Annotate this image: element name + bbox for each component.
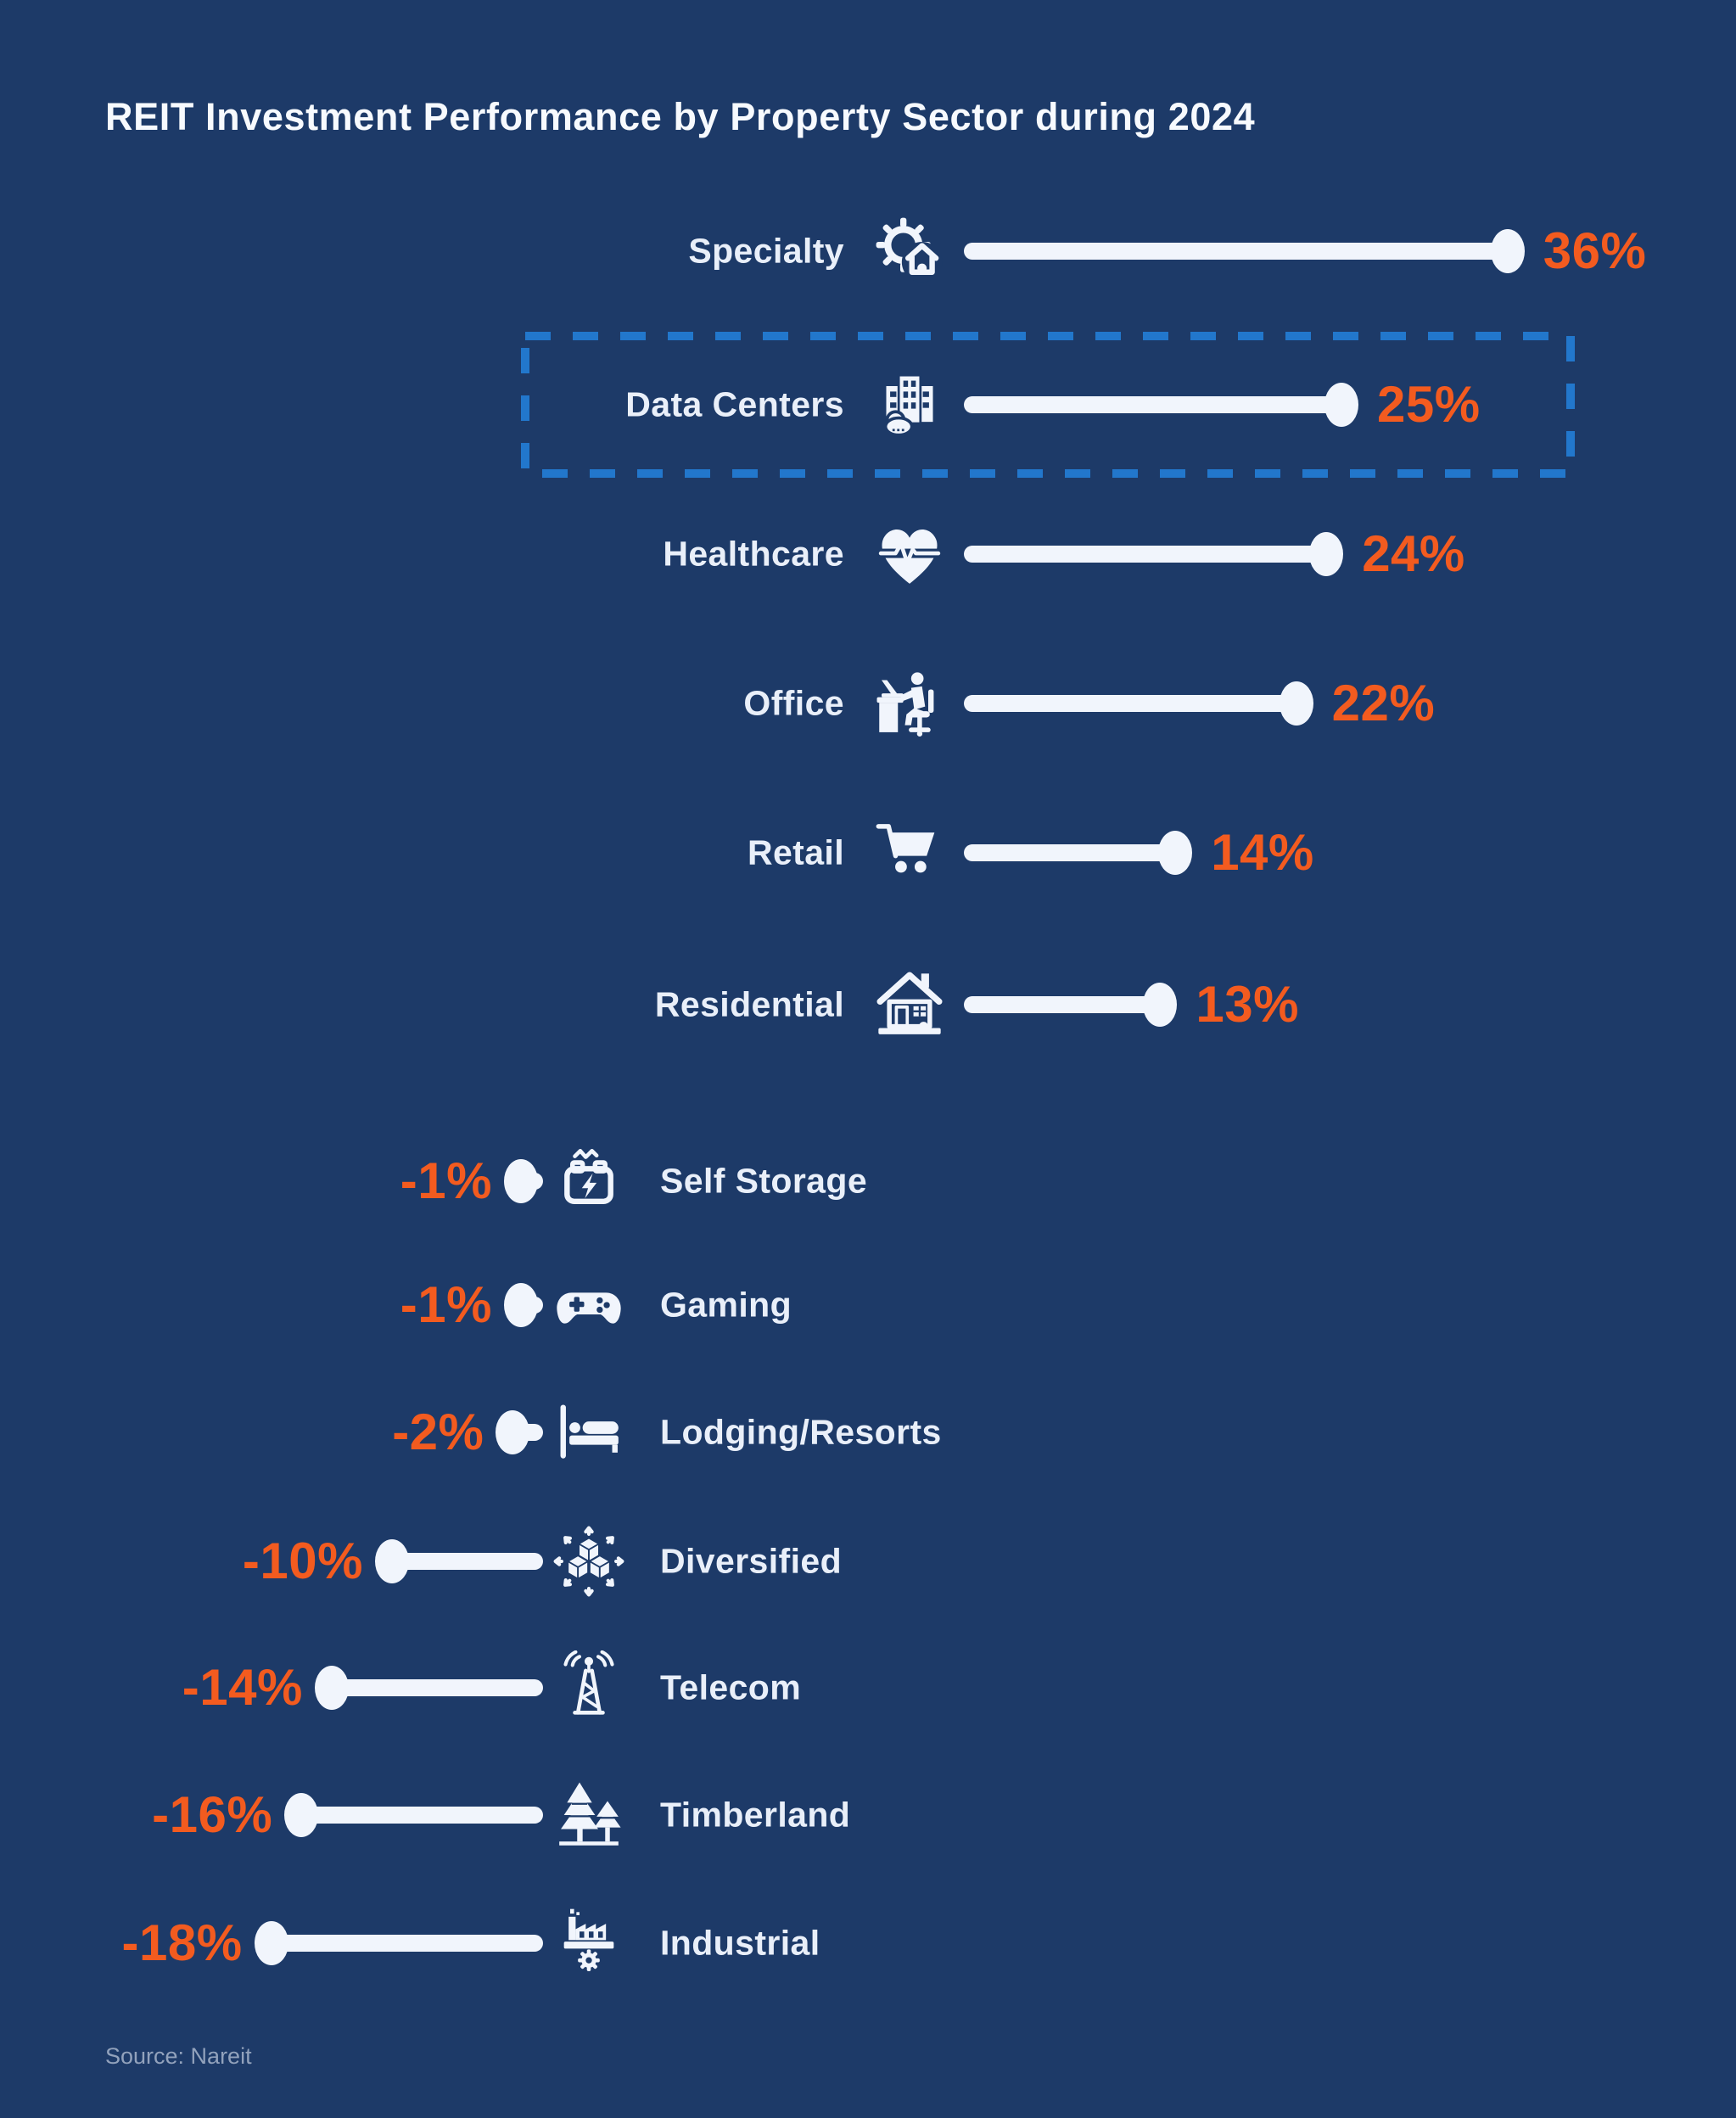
sector-value: 22% (1331, 675, 1436, 731)
lollipop-line (964, 844, 1176, 861)
gamepad-icon (552, 1268, 626, 1342)
lollipop-line (301, 1807, 543, 1824)
sector-value: -16% (152, 1786, 273, 1843)
sector-label: Specialty (688, 231, 844, 271)
lollipop-line (964, 546, 1327, 563)
lollipop-dot (1490, 229, 1525, 273)
lollipop-line (271, 1935, 543, 1952)
lollipop-dot (1324, 383, 1358, 427)
lollipop-dot (1309, 532, 1344, 576)
lollipop-dot (284, 1793, 319, 1837)
lollipop-dot (314, 1666, 349, 1710)
sector-label: Diversified (660, 1541, 843, 1581)
lollipop-dot (496, 1410, 530, 1454)
sector-row-retail: Retail 14% (0, 802, 1736, 904)
sector-row-residential: Residential 13% (0, 954, 1736, 1056)
sector-label: Gaming (660, 1285, 792, 1325)
battery-storage-icon (552, 1144, 626, 1219)
sector-row-office: Office 22% (0, 653, 1736, 754)
sector-row-healthcare: Healthcare 24% (0, 503, 1736, 605)
sector-value: 13% (1196, 976, 1299, 1033)
pine-trees-icon (552, 1778, 626, 1852)
desk-worker-icon (872, 666, 947, 741)
lollipop-dot (504, 1283, 538, 1327)
gear-home-icon (872, 214, 947, 289)
sector-value: 25% (1377, 376, 1481, 433)
lollipop-line (964, 243, 1508, 260)
sector-value: 36% (1543, 222, 1647, 279)
sector-row-data-centers: Data Centers (0, 354, 1736, 456)
sector-label: Retail (747, 832, 844, 872)
sector-row-industrial: -18% (0, 1892, 1736, 1994)
sector-row-specialty: Specialty (0, 200, 1736, 302)
sector-label: Self Storage (660, 1161, 868, 1201)
data-centers-highlight-box (521, 332, 1575, 478)
lollipop-dot (1158, 831, 1193, 875)
factory-icon (552, 1906, 626, 1981)
lollipop-line (331, 1679, 543, 1696)
sector-value: 24% (1362, 525, 1465, 582)
server-cloud-icon (872, 367, 947, 442)
sector-row-gaming: -1% Gaming (0, 1254, 1736, 1356)
lollipop-dot (375, 1539, 409, 1583)
sector-label: Office (743, 683, 844, 723)
sector-row-timberland: -16% Timberland (0, 1764, 1736, 1866)
sector-value: -10% (242, 1532, 363, 1589)
radio-tower-icon (552, 1650, 626, 1725)
sector-label: Data Centers (625, 384, 844, 424)
sector-value: -14% (182, 1659, 303, 1716)
cubes-arrows-icon (552, 1524, 626, 1599)
sector-label: Industrial (660, 1923, 820, 1963)
lollipop-dot (504, 1159, 538, 1203)
sector-label: Timberland (660, 1795, 851, 1835)
lollipop-line (964, 996, 1161, 1013)
sector-row-telecom: -14% Telecom (0, 1637, 1736, 1739)
sector-label: Telecom (660, 1667, 802, 1707)
sector-value: -1% (400, 1152, 492, 1209)
sector-label: Lodging/Resorts (660, 1412, 942, 1452)
source-note: Source: Nareit (105, 2043, 252, 2069)
sector-row-lodging-resorts: -2% Lodging/Resorts (0, 1381, 1736, 1483)
lollipop-line (964, 695, 1296, 712)
lollipop-dot (1143, 983, 1178, 1027)
sector-value: -18% (121, 1914, 243, 1971)
sector-label: Healthcare (663, 534, 844, 574)
sector-value: -2% (392, 1404, 484, 1460)
bed-icon (552, 1395, 626, 1470)
lollipop-dot (1279, 681, 1313, 726)
sector-row-self-storage: -1% Self Storage (0, 1130, 1736, 1232)
shopping-cart-icon (872, 815, 947, 890)
sector-label: Residential (654, 984, 844, 1024)
lollipop-line (392, 1553, 543, 1570)
heart-pulse-icon (872, 517, 947, 591)
house-icon (872, 967, 947, 1042)
lollipop-dot (254, 1921, 288, 1965)
sector-value: -1% (400, 1276, 492, 1333)
lollipop-line (964, 396, 1341, 413)
sector-row-diversified: -10% (0, 1510, 1736, 1612)
chart-title: REIT Investment Performance by Property … (105, 95, 1256, 138)
sector-value: 14% (1211, 824, 1314, 881)
